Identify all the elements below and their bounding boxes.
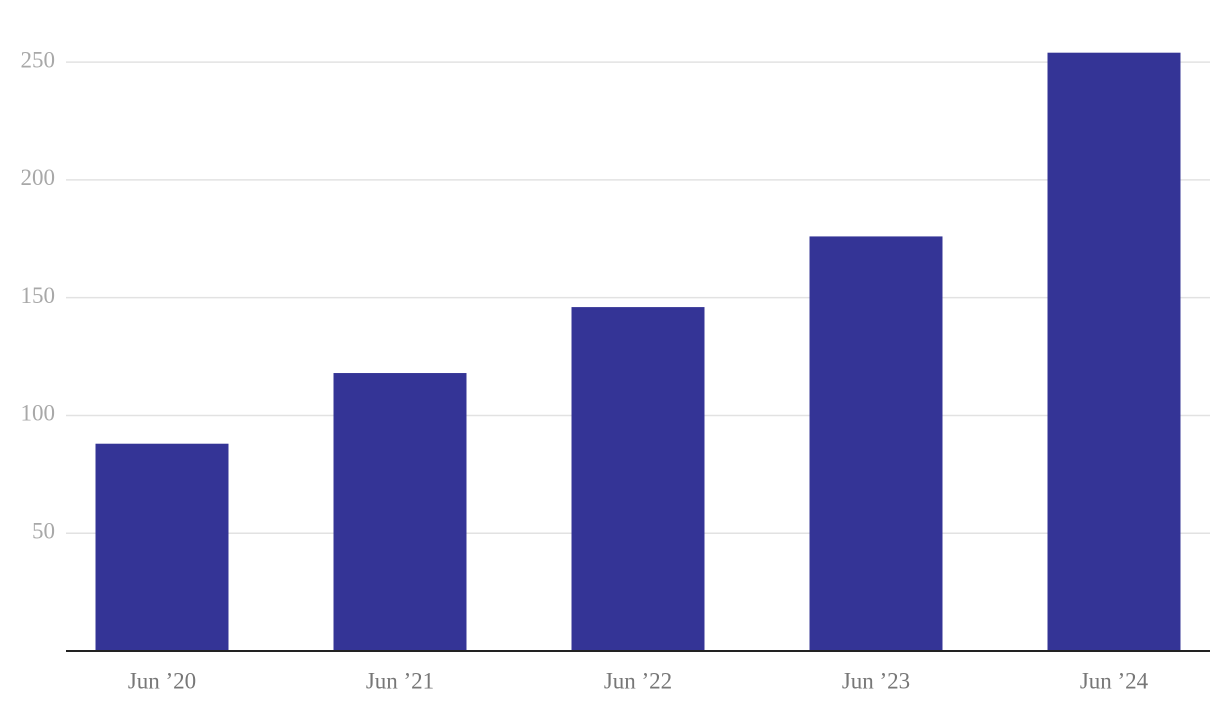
x-tick-label: Jun ’23	[842, 668, 910, 693]
bar	[333, 373, 467, 651]
y-tick-label: 200	[21, 165, 56, 190]
y-tick-label: 150	[21, 283, 56, 308]
bar	[809, 236, 943, 651]
x-tick-label: Jun ’20	[128, 668, 196, 693]
x-tick-label: Jun ’24	[1080, 668, 1149, 693]
x-tick-label: Jun ’21	[366, 668, 434, 693]
y-tick-label: 50	[32, 519, 55, 544]
bar	[1047, 52, 1181, 651]
bar	[571, 307, 705, 651]
bar	[95, 443, 229, 651]
y-tick-label: 250	[21, 47, 56, 72]
y-tick-label: 100	[21, 401, 56, 426]
x-tick-label: Jun ’22	[604, 668, 672, 693]
